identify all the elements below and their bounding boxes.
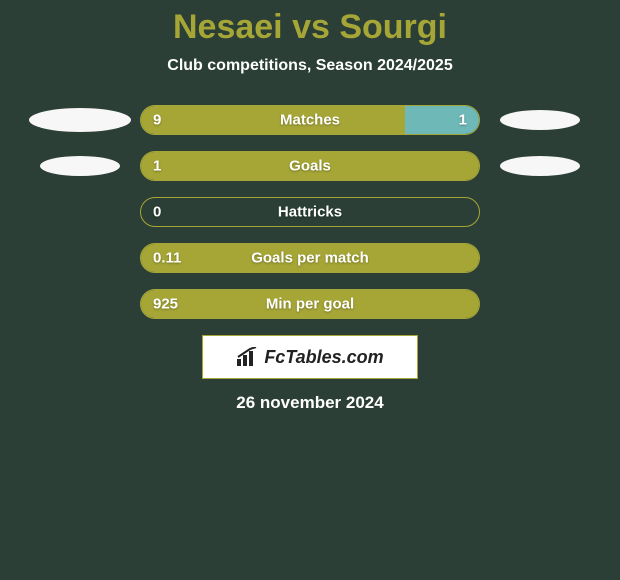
stat-value-left: 0 xyxy=(153,204,161,221)
stat-row: Goals per match 0.11 xyxy=(0,243,620,273)
stat-bar: Min per goal 925 xyxy=(140,289,480,319)
stat-value-left: 0.11 xyxy=(153,250,181,267)
logo-slot-left xyxy=(20,156,140,176)
stat-value-left: 1 xyxy=(153,158,161,175)
stat-value-right: 1 xyxy=(459,112,467,129)
bar-right-fill xyxy=(405,106,479,134)
stat-row: Goals 1 xyxy=(0,151,620,181)
bar-left-fill xyxy=(141,106,405,134)
logo-slot-left xyxy=(20,108,140,132)
stat-label: Hattricks xyxy=(278,204,342,221)
team-logo-right xyxy=(500,110,580,130)
stat-row: Min per goal 925 xyxy=(0,289,620,319)
page-title: Nesaei vs Sourgi xyxy=(0,8,620,47)
team-logo-left xyxy=(29,108,131,132)
brand-text: FcTables.com xyxy=(264,347,383,368)
team-logo-left xyxy=(40,156,120,176)
logo-slot-right xyxy=(480,110,600,130)
stat-value-left: 9 xyxy=(153,112,161,129)
stat-bar: Matches 9 1 xyxy=(140,105,480,135)
stat-bar: Goals 1 xyxy=(140,151,480,181)
date-text: 26 november 2024 xyxy=(0,393,620,413)
stat-bar: Hattricks 0 xyxy=(140,197,480,227)
brand-box[interactable]: FcTables.com xyxy=(202,335,418,379)
page-subtitle: Club competitions, Season 2024/2025 xyxy=(0,57,620,75)
stat-row: Hattricks 0 xyxy=(0,197,620,227)
stat-label: Matches xyxy=(280,112,340,129)
team-logo-right xyxy=(500,156,580,176)
stat-label: Goals xyxy=(289,158,331,175)
chart-icon xyxy=(236,347,260,367)
stat-value-left: 925 xyxy=(153,296,178,313)
logo-slot-right xyxy=(480,156,600,176)
stat-label: Goals per match xyxy=(251,250,369,267)
stat-row: Matches 9 1 xyxy=(0,105,620,135)
stat-bar: Goals per match 0.11 xyxy=(140,243,480,273)
stat-label: Min per goal xyxy=(266,296,354,313)
